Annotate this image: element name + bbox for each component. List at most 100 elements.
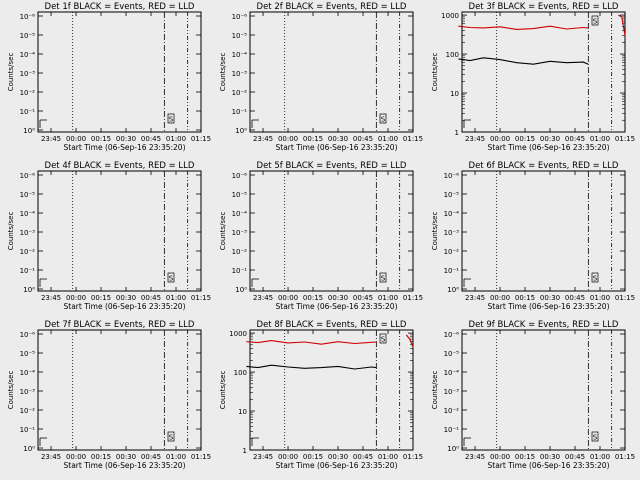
panel-title: Det 6f BLACK = Events, RED = LLD xyxy=(469,161,619,171)
x-tick-label: 23:45 xyxy=(253,135,273,143)
y-tick-label: 10⁻⁶ xyxy=(232,13,248,21)
saa-annotation-label: S xyxy=(381,275,386,283)
y-tick-label: 10⁻⁴ xyxy=(20,369,36,377)
saa-annotation-box xyxy=(379,272,387,283)
x-tick-label: 00:15 xyxy=(91,453,111,461)
x-tick-label: 00:15 xyxy=(303,294,323,302)
x-axis-label: Start Time (06-Sep-16 23:35:20) xyxy=(488,302,610,311)
y-tick-label: 10⁰ xyxy=(447,445,459,453)
y-tick-label: 10⁻² xyxy=(444,407,460,415)
x-tick-label: 00:30 xyxy=(328,294,348,302)
y-axis-label: Counts/sec xyxy=(219,212,227,251)
data-start-marker xyxy=(39,278,47,287)
x-axis-label: Start Time (06-Sep-16 23:35:20) xyxy=(276,143,398,152)
x-tick-label: 00:00 xyxy=(490,453,510,461)
x-tick-label: 23:45 xyxy=(253,294,273,302)
x-axis-label: Start Time (06-Sep-16 23:35:20) xyxy=(64,302,186,311)
x-tick-label: 01:00 xyxy=(378,294,398,302)
x-tick-label: 00:45 xyxy=(565,135,585,143)
x-tick-label: 23:45 xyxy=(465,294,485,302)
y-tick-label: 10⁻³ xyxy=(20,70,36,78)
x-tick-label: 01:00 xyxy=(378,135,398,143)
x-tick-label: 00:00 xyxy=(66,135,86,143)
saa-annotation-label: S xyxy=(169,275,174,283)
x-tick-label: 01:15 xyxy=(615,135,635,143)
y-axis-label: Counts/sec xyxy=(7,53,15,92)
x-tick-label: 00:30 xyxy=(116,453,136,461)
y-tick-label: 10⁻⁵ xyxy=(444,191,460,199)
x-tick-label: 00:45 xyxy=(141,294,161,302)
y-tick-label: 10⁻⁶ xyxy=(20,172,36,180)
y-tick-label: 10⁻³ xyxy=(444,229,460,237)
x-tick-label: 01:00 xyxy=(166,135,186,143)
x-tick-label: 23:45 xyxy=(41,453,61,461)
y-tick-label: 10⁻² xyxy=(444,248,460,256)
x-tick-label: 00:30 xyxy=(116,135,136,143)
panel-title: Det 7f BLACK = Events, RED = LLD xyxy=(45,320,195,330)
panel-title: Det 3f BLACK = Events, RED = LLD xyxy=(469,2,619,12)
y-tick-label: 10⁻⁶ xyxy=(20,331,36,339)
x-tick-label: 23:45 xyxy=(41,294,61,302)
y-tick-label: 10⁻¹ xyxy=(444,426,460,434)
y-tick-label: 10⁻¹ xyxy=(20,426,36,434)
x-tick-label: 00:15 xyxy=(303,135,323,143)
x-tick-label: 00:30 xyxy=(328,453,348,461)
x-tick-label: 00:00 xyxy=(278,294,298,302)
y-tick-label: 10⁻⁴ xyxy=(232,210,248,218)
x-tick-label: 01:15 xyxy=(191,135,211,143)
plot-frame xyxy=(37,11,202,133)
x-axis-label: Start Time (06-Sep-16 23:35:20) xyxy=(488,143,610,152)
y-tick-label: 10⁻³ xyxy=(444,388,460,396)
plot-frame xyxy=(37,329,202,451)
data-start-marker xyxy=(463,278,471,287)
x-tick-label: 00:30 xyxy=(540,294,560,302)
y-tick-label: 10⁻⁶ xyxy=(444,331,460,339)
y-tick-label: 10⁻² xyxy=(20,248,36,256)
plot-frame xyxy=(249,170,414,292)
x-tick-label: 01:00 xyxy=(590,135,610,143)
x-tick-label: 00:45 xyxy=(141,135,161,143)
saa-annotation-box xyxy=(167,431,175,442)
x-tick-label: 01:00 xyxy=(378,453,398,461)
y-tick-label: 10⁻¹ xyxy=(20,108,36,116)
plot-frame xyxy=(249,11,414,133)
x-tick-label: 01:15 xyxy=(615,453,635,461)
data-start-marker xyxy=(463,119,471,128)
y-tick-label: 10⁰ xyxy=(23,127,35,135)
plot-frame xyxy=(249,329,414,451)
y-tick-label: 1 xyxy=(455,129,459,137)
detector-panel: Det 2f BLACK = Events, RED = LLD Counts/s… xyxy=(219,2,423,152)
x-tick-label: 00:45 xyxy=(565,294,585,302)
x-tick-label: 00:00 xyxy=(278,135,298,143)
detector-panel: Det 7f BLACK = Events, RED = LLD Counts/s… xyxy=(7,320,211,470)
data-start-marker xyxy=(251,437,259,446)
x-axis-label: Start Time (06-Sep-16 23:35:20) xyxy=(64,461,186,470)
series-line xyxy=(405,334,414,347)
saa-annotation-box xyxy=(591,15,599,26)
plot-frame xyxy=(461,170,626,292)
series-line xyxy=(618,14,626,36)
y-tick-label: 10⁻⁶ xyxy=(232,172,248,180)
x-tick-label: 00:15 xyxy=(515,294,535,302)
x-tick-label: 00:45 xyxy=(141,453,161,461)
y-tick-label: 10⁰ xyxy=(235,286,247,294)
saa-annotation-label: S xyxy=(593,275,598,283)
detector-panel: Det 8f BLACK = Events, RED = LLD Counts/s… xyxy=(219,320,423,470)
x-tick-label: 00:30 xyxy=(328,135,348,143)
x-axis-label: Start Time (06-Sep-16 23:35:20) xyxy=(488,461,610,470)
saa-annotation-label: S xyxy=(381,116,386,124)
series-line xyxy=(458,57,589,65)
x-tick-label: 00:30 xyxy=(540,135,560,143)
x-tick-label: 00:45 xyxy=(565,453,585,461)
series-line xyxy=(458,25,589,30)
saa-annotation-label: S xyxy=(593,434,598,442)
y-axis-label: Counts/sec xyxy=(219,53,227,92)
y-tick-label: 10⁻¹ xyxy=(20,267,36,275)
y-tick-label: 10⁻² xyxy=(20,89,36,97)
saa-annotation-box xyxy=(591,431,599,442)
series-line xyxy=(246,364,377,370)
saa-annotation-box xyxy=(379,113,387,124)
y-tick-label: 10⁻⁵ xyxy=(20,350,36,358)
x-tick-label: 23:45 xyxy=(465,453,485,461)
y-tick-label: 10⁰ xyxy=(235,127,247,135)
